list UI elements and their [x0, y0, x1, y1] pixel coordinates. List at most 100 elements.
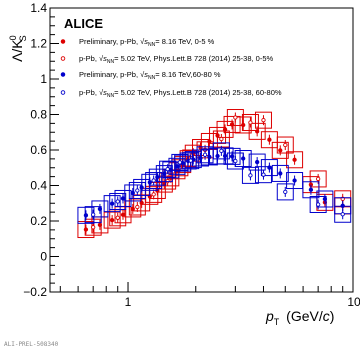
legend: ALICE Preliminary, p-Pb, √sNN= 8.16 TeV,… — [60, 16, 282, 99]
data-point — [292, 157, 297, 162]
y-axis-label: Λ/K0S — [8, 35, 28, 62]
chart-title: ALICE — [64, 16, 103, 31]
y-axis-label-sup: 0 — [8, 35, 18, 40]
data-point — [188, 158, 193, 163]
syst-box — [302, 181, 320, 199]
x-axis-label-units: (GeV/ — [282, 308, 323, 324]
data-points — [77, 109, 352, 239]
legend-marker — [60, 72, 66, 77]
data-point — [340, 203, 345, 208]
data-point — [91, 225, 96, 230]
data-point — [151, 178, 156, 183]
syst-box — [271, 164, 289, 182]
data-point — [292, 178, 297, 183]
y-tick-label: 1.2 — [30, 37, 47, 51]
data-point — [261, 118, 266, 123]
syst-box — [103, 195, 121, 213]
data-point — [248, 120, 253, 125]
syst-box — [226, 152, 244, 170]
data-point — [135, 188, 140, 193]
syst-box — [309, 195, 327, 213]
syst-box — [145, 172, 163, 190]
syst-box — [77, 221, 95, 239]
data-point — [91, 212, 96, 217]
x-axis-label-close: ) — [330, 308, 335, 324]
data-point — [248, 173, 253, 178]
x-axis-label-p: p — [265, 308, 274, 324]
syst-box — [171, 153, 189, 171]
data-point — [267, 137, 272, 142]
data-point — [229, 154, 235, 159]
y-tick-label: 0.8 — [30, 108, 47, 122]
x-axis-label-c: c — [323, 308, 330, 324]
data-point — [120, 196, 126, 201]
y-tick-label: 1 — [40, 72, 47, 86]
syst-box — [286, 151, 304, 169]
axis-ticks: −0.2 0 0.2 0.4 0.6 0.8 1 1.2 1.4 1 10 — [23, 1, 360, 309]
data-point — [115, 199, 120, 204]
syst-box — [241, 113, 259, 131]
data-point — [316, 202, 321, 207]
syst-box — [309, 170, 327, 188]
legend-marker — [60, 56, 66, 61]
y-axis-label-sub: S — [18, 35, 28, 41]
syst-box — [276, 183, 294, 201]
axis-labels: Λ/K0S pT (GeV/c) ALI-PREL-508340 — [4, 35, 334, 348]
watermark: ALI-PREL-508340 — [4, 341, 59, 348]
series-3 — [84, 142, 352, 224]
syst-box — [124, 184, 142, 202]
data-point — [177, 160, 183, 165]
y-tick-label: 0.2 — [30, 214, 47, 228]
data-point — [316, 176, 321, 182]
y-tick-label: −0.2 — [23, 285, 47, 299]
syst-box — [155, 165, 173, 183]
data-point — [255, 159, 260, 165]
syst-box — [241, 166, 259, 184]
syst-box — [260, 159, 278, 177]
data-point — [283, 142, 288, 148]
y-axis-label-main: Λ/K — [9, 39, 25, 62]
data-point — [219, 136, 224, 142]
data-point — [261, 172, 266, 177]
syst-box — [109, 192, 127, 210]
data-point — [278, 171, 283, 176]
syst-box — [103, 211, 121, 229]
syst-box — [254, 166, 272, 184]
syst-box — [212, 142, 230, 160]
syst-box — [248, 153, 266, 171]
legend-marker — [60, 90, 66, 95]
legend-label: p-Pb, √sNN= 5.02 TeV, Phys.Lett.B 728 (2… — [79, 54, 274, 65]
y-tick-label: 1.4 — [30, 1, 47, 15]
syst-box — [162, 161, 180, 179]
x-tick-label: 1 — [125, 295, 132, 309]
syst-box — [276, 136, 294, 154]
data-point — [340, 212, 345, 217]
syst-box — [286, 172, 304, 190]
syst-box — [316, 190, 334, 208]
syst-box — [182, 152, 200, 170]
data-point — [165, 167, 170, 172]
data-point — [233, 115, 238, 120]
data-point — [278, 148, 283, 153]
data-point — [115, 215, 120, 220]
data-point — [308, 187, 314, 192]
x-tick-label: 10 — [347, 295, 360, 309]
legend-marker — [60, 39, 66, 44]
syst-box — [128, 198, 146, 216]
syst-box — [223, 115, 241, 133]
legend-label: Preliminary, p-Pb, √sNN= 8.16 TeV,60-80 … — [79, 70, 221, 81]
data-point — [202, 152, 208, 157]
syst-box — [84, 206, 102, 224]
data-point — [151, 192, 156, 197]
syst-box — [254, 111, 272, 129]
data-point — [219, 148, 224, 154]
data-point — [120, 212, 126, 217]
y-tick-label: 0.4 — [30, 179, 47, 193]
syst-box — [128, 181, 146, 199]
data-point — [135, 204, 140, 210]
syst-box — [91, 200, 109, 218]
syst-box — [226, 109, 244, 127]
syst-box — [223, 147, 241, 165]
data-point — [233, 158, 238, 164]
